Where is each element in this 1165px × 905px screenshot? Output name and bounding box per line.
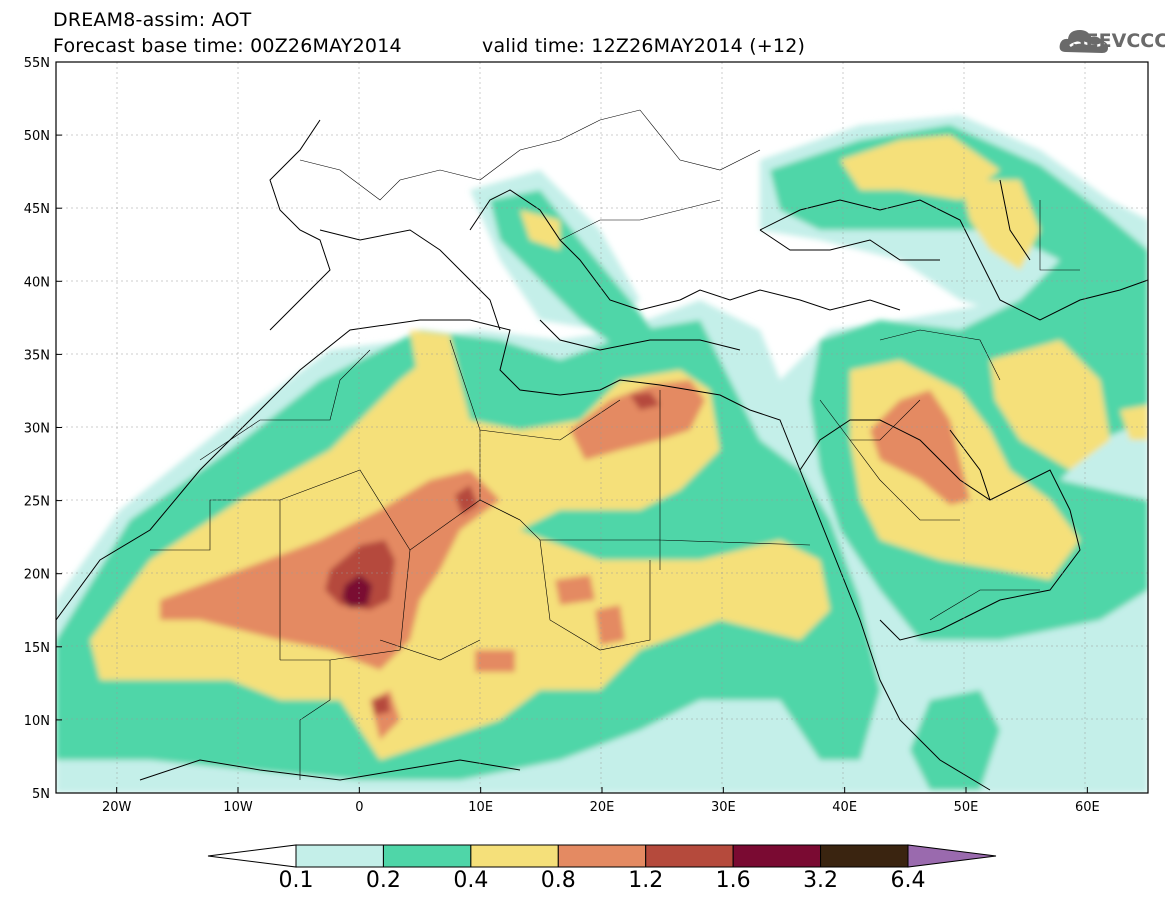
title-base-time: Forecast base time: 00Z26MAY2014: [53, 35, 402, 57]
lat-tick-label: 10N: [24, 714, 50, 729]
lat-tick-label: 5N: [32, 787, 50, 802]
colorbar-bin: [382, 844, 472, 868]
lat-tick-label: 25N: [24, 495, 50, 510]
lat-axis: 55N 50N 45N 40N 35N 30N 25N 20N 15N 10N 5N: [24, 56, 62, 802]
colorbar-label: 3.2: [803, 868, 839, 893]
lat-tick-label: 35N: [24, 348, 50, 363]
title-valid-time: valid time: 12Z26MAY2014 (+12): [482, 35, 806, 57]
lon-tick-label: 30E: [711, 800, 736, 815]
lon-tick-label: 50E: [954, 800, 979, 815]
colorbar-label: 1.6: [715, 868, 751, 893]
lon-tick-label: 20E: [590, 800, 615, 815]
colorbar-over-arrow: [907, 844, 997, 868]
colorbar-bin: [557, 844, 647, 868]
cloud-logo-icon: [1059, 30, 1108, 53]
lat-tick-label: 30N: [24, 422, 50, 437]
aot-field: [56, 62, 1148, 793]
colorbar-label: 6.4: [890, 868, 926, 893]
colorbar-label: 0.4: [453, 868, 489, 893]
colorbar-bin: [820, 844, 909, 868]
lon-tick-label: 10W: [223, 800, 253, 815]
lat-tick-label: 50N: [24, 129, 50, 144]
logo-text: SEEVCCC: [1072, 30, 1165, 52]
colorbar-bin: [732, 844, 822, 868]
colorbar: [207, 844, 997, 868]
lat-tick-label: 40N: [24, 275, 50, 290]
colorbar-under-arrow: [207, 844, 297, 868]
colorbar-bin: [645, 844, 734, 868]
lon-tick-label: 10E: [468, 800, 493, 815]
lat-tick-label: 55N: [24, 56, 50, 71]
gridlines: [56, 62, 1148, 793]
lon-axis: 20W 10W 0 10E 20E 30E 40E 50E 60E: [102, 787, 1100, 815]
lon-tick-label: 60E: [1075, 800, 1100, 815]
lon-tick-label: 0: [355, 800, 363, 815]
colorbar-label: 0.8: [540, 868, 576, 893]
colorbar-label: 1.2: [628, 868, 664, 893]
colorbar-label: 0.2: [365, 868, 401, 893]
lat-tick-label: 45N: [24, 202, 50, 217]
colorbar-label: 0.1: [278, 868, 314, 893]
lon-tick-label: 20W: [102, 800, 132, 815]
lon-tick-label: 40E: [832, 800, 857, 815]
colorbar-bin: [470, 844, 559, 868]
title-variable: DREAM8-assim: AOT: [53, 9, 252, 31]
lat-tick-label: 20N: [24, 568, 50, 583]
colorbar-bin: [295, 844, 384, 868]
lat-tick-label: 15N: [24, 641, 50, 656]
